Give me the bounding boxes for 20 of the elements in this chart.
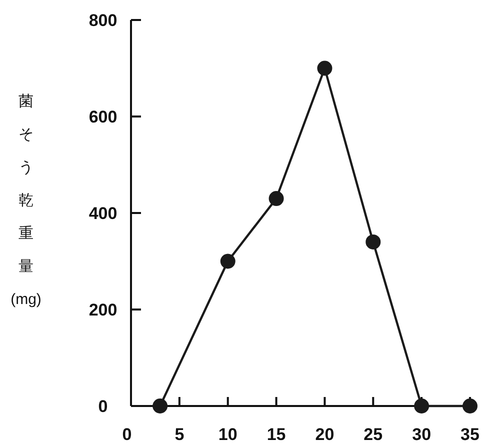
point [414,398,430,414]
y-tick-label: 0 [98,397,108,416]
y-tick-label: 400 [88,204,118,223]
point [366,234,381,250]
x-tick-label: 25 [364,425,383,444]
x-tick-label: 5 [174,425,184,444]
x-tick-label: 30 [412,425,432,444]
point [268,191,284,206]
x-tick-label: 35 [460,425,480,444]
x-tick-label: 0 [122,425,132,444]
y-tick-label: 800 [88,11,118,30]
y-axis-title: 菌そう乾重量(mg) [10,93,42,308]
y-tick-label: 200 [88,300,118,320]
x-tick-label: 15 [266,425,286,444]
point [152,398,168,414]
point [317,60,332,76]
x-tick-label: 10 [218,425,238,444]
y-tick-label: 600 [88,108,118,126]
point [220,254,236,269]
x-tick-label: 20 [315,425,334,444]
